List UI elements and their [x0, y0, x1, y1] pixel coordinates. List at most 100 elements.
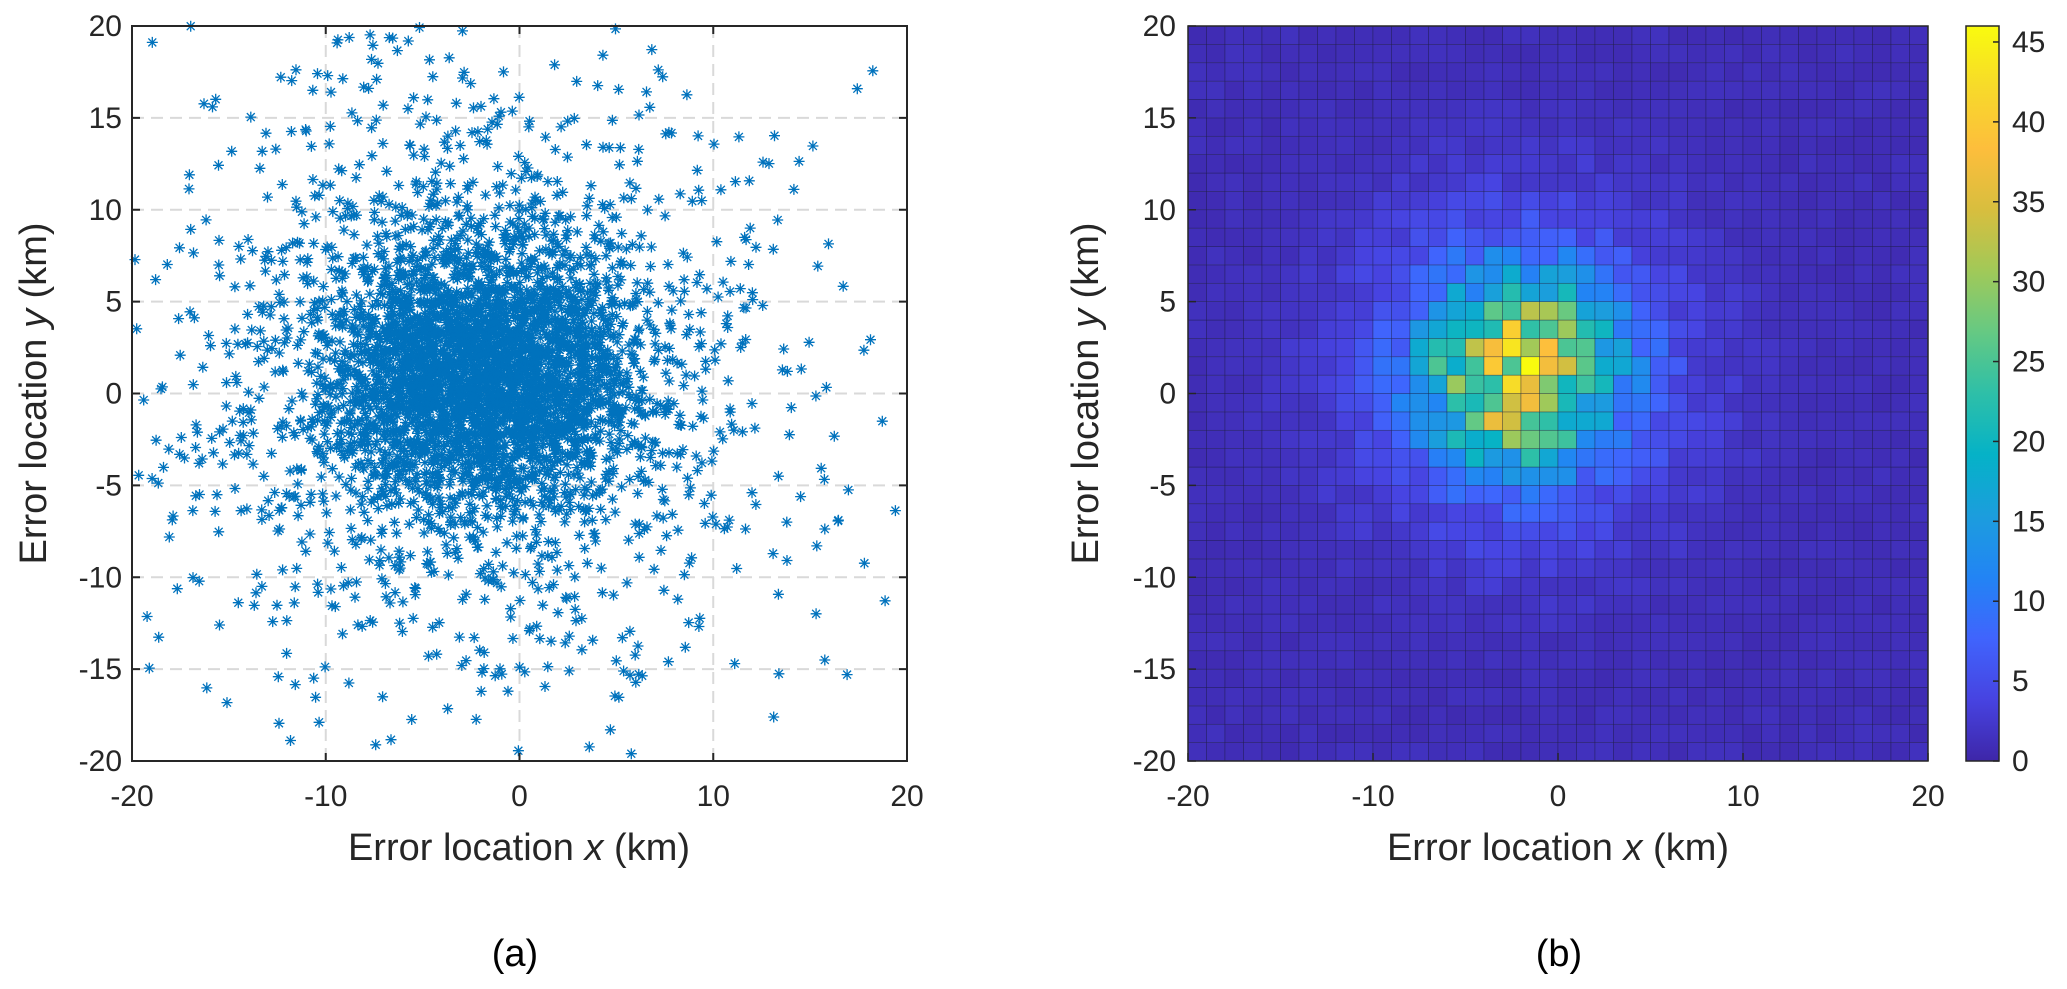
scatter-point [583, 361, 595, 373]
heatmap-cell [1391, 687, 1411, 707]
scatter-point [590, 253, 602, 265]
scatter-point [430, 366, 442, 378]
scatter-point [359, 407, 371, 419]
scatter-point [595, 343, 607, 355]
scatter-point [425, 493, 436, 505]
scatter-point [570, 276, 582, 288]
scatter-point [357, 269, 369, 281]
scatter-point [221, 697, 233, 709]
scatter-point [403, 314, 414, 326]
scatter-point [379, 299, 390, 311]
heatmap-cell [1446, 576, 1466, 596]
heatmap-cell [1465, 632, 1485, 652]
scatter-point [586, 337, 598, 349]
scatter-point [793, 155, 805, 167]
heatmap-cell [1742, 705, 1762, 725]
scatter-point [625, 348, 637, 360]
heatmap-cell [1483, 742, 1503, 762]
scatter-point [675, 419, 687, 431]
scatter-point [290, 195, 302, 207]
scatter-point [392, 470, 404, 482]
scatter-point [324, 353, 336, 365]
heatmap-cell [1853, 742, 1873, 762]
heatmap-cell [1317, 668, 1337, 688]
scatter-point [349, 349, 361, 361]
scatter-point [436, 402, 448, 413]
heatmap-cell [1687, 595, 1707, 615]
scatter-point [288, 597, 300, 609]
scatter-point [440, 216, 451, 228]
heatmap-cell [1280, 613, 1300, 633]
scatter-point [427, 621, 439, 633]
scatter-point [476, 256, 488, 268]
scatter-point [469, 371, 480, 383]
scatter-point [351, 289, 362, 301]
scatter-point [572, 258, 583, 270]
scatter-point [362, 482, 374, 494]
heatmap-cell [1909, 723, 1929, 743]
heatmap-cell [1835, 705, 1855, 725]
heatmap-cell [1724, 613, 1744, 633]
scatter-point [516, 345, 528, 357]
heatmap-cell [1261, 558, 1281, 578]
heatmap-cell [1372, 705, 1392, 725]
heatmap-cell [1502, 650, 1522, 670]
scatter-point [637, 384, 649, 396]
scatter-point [582, 287, 594, 299]
scatter-point [554, 467, 566, 478]
scatter-point [458, 153, 470, 165]
heatmap-cell [1261, 668, 1281, 688]
scatter-point [185, 223, 197, 235]
heatmap-cell [1298, 576, 1318, 596]
heatmap-cell [1483, 613, 1503, 633]
scatter-point [393, 545, 405, 557]
scatter-point [259, 254, 271, 266]
scatter-point [530, 325, 542, 337]
scatter-point [469, 420, 481, 432]
scatter-point [592, 80, 604, 92]
scatter-point [544, 384, 556, 396]
scatter-point [442, 285, 454, 297]
scatter-point [346, 534, 358, 546]
scatter-point [516, 486, 527, 498]
heatmap-cell [1594, 687, 1614, 707]
scatter-point [622, 430, 634, 442]
scatter-point [495, 287, 507, 299]
scatter-point [565, 450, 577, 462]
scatter-point [663, 375, 675, 387]
heatmap-cell [1668, 632, 1688, 652]
scatter-point [492, 161, 504, 172]
scatter-point [598, 350, 610, 361]
scatter-point [546, 552, 558, 563]
scatter-point [270, 274, 282, 286]
scatter-point [356, 620, 368, 632]
scatter-point [519, 666, 531, 678]
scatter-point [296, 206, 308, 218]
scatter-point [442, 436, 454, 448]
scatter-point [403, 479, 415, 490]
scatter-point [449, 308, 461, 320]
scatter-point [449, 466, 461, 478]
scatter-point [628, 333, 640, 345]
scatter-point [434, 495, 446, 507]
scatter-point [256, 504, 268, 516]
scatter-point [543, 431, 555, 443]
scatter-point [370, 114, 382, 126]
scatter-point [744, 222, 756, 234]
scatter-point [374, 559, 385, 571]
heatmap-cell [1317, 521, 1337, 541]
scatter-point [439, 330, 451, 342]
scatter-point [600, 473, 612, 485]
heatmap-cell [1650, 705, 1670, 725]
scatter-point [292, 478, 304, 490]
scatter-point [483, 558, 495, 570]
heatmap-cell [1631, 705, 1651, 725]
scatter-point [630, 288, 642, 299]
scatter-point [390, 424, 402, 436]
scatter-point [694, 269, 706, 281]
heatmap-cell [1409, 723, 1429, 743]
scatter-point [851, 83, 863, 95]
scatter-point [427, 436, 439, 448]
heatmap-cell [1243, 595, 1263, 615]
scatter-point [330, 391, 342, 403]
